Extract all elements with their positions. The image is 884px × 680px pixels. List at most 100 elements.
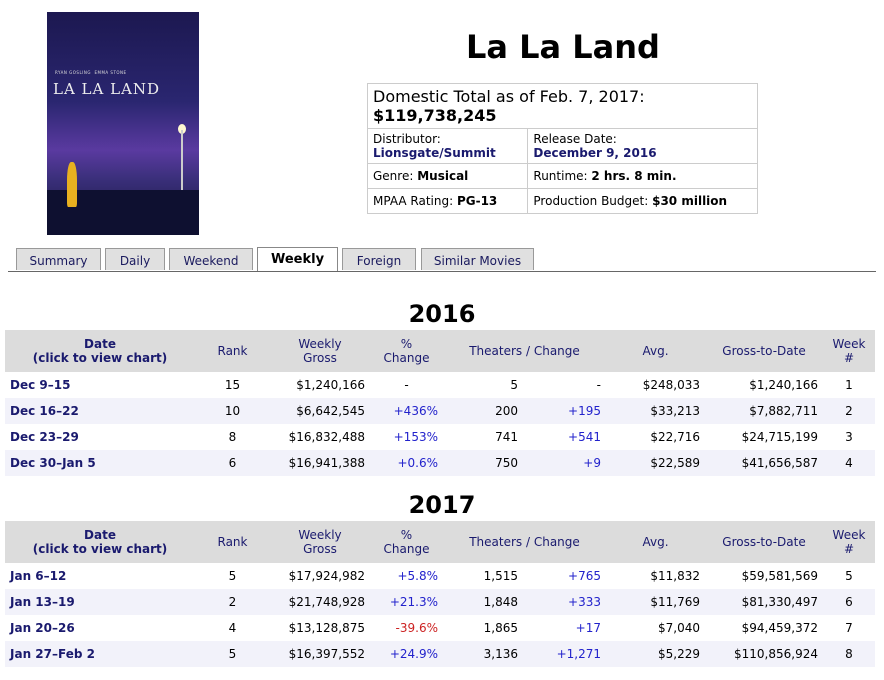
weekly-gross: $16,832,488 (288, 430, 365, 444)
header-avg: Avg. (606, 521, 705, 563)
header-pct-change: % Change (370, 521, 443, 563)
distributor: Distributor: Lionsgate/Summit (366, 128, 529, 164)
tab-bar: Summary Daily Weekend Weekly Foreign Sim… (8, 247, 876, 272)
table-row: Dec 16–22 10 $6,642,545 +436% 200 +195 $33,213… (5, 398, 875, 424)
rank: 6 (195, 450, 270, 476)
theater-change: +9 (523, 450, 606, 476)
date-link[interactable]: Jan 20–26 (10, 621, 75, 635)
header-gross-to-date: Gross-to-Date (705, 330, 823, 372)
release-date-link[interactable]: December 9, 2016 (533, 146, 657, 160)
runtime: Runtime: 2 hrs. 8 min. (527, 163, 758, 189)
weekly-gross: $21,748,928 (270, 589, 370, 615)
theaters: 1,848 (443, 589, 523, 615)
week-number: 5 (845, 569, 853, 583)
avg: $22,716 (650, 430, 700, 444)
theaters: 741 (495, 430, 518, 444)
table-row: Jan 6–12 5 $17,924,982 +5.8% 1,515 +765 $11,83… (5, 563, 875, 589)
gross-to-date: $81,330,497 (705, 589, 823, 615)
weekly-table-2017: Date (click to view chart) Rank Weekly Gross… (5, 521, 875, 667)
theater-change: +17 (575, 621, 601, 635)
header-theaters-change: Theaters / Change (443, 521, 606, 563)
week-number: 4 (823, 450, 875, 476)
table-row: Dec 9–15 15 $1,240,166 - 5 - $248,033 $1,240,16… (5, 372, 875, 398)
tab-weekend[interactable]: Weekend (169, 248, 253, 270)
year-heading-2017: 2017 (408, 491, 476, 519)
header-theaters-change: Theaters / Change (443, 330, 606, 372)
theater-change: +1,271 (523, 641, 606, 667)
poster-actors: RYAN GOSLING EMMA STONE (55, 70, 127, 75)
avg: $11,832 (650, 569, 700, 583)
rank: 5 (195, 641, 270, 667)
tab-summary[interactable]: Summary (16, 248, 101, 270)
date-link[interactable]: Jan 6–12 (10, 569, 67, 583)
avg: $22,589 (606, 450, 705, 476)
table-row: Jan 20–26 4 $13,128,875 -39.6% 1,865 +17 $7,04… (5, 615, 875, 641)
gross-to-date: $59,581,569 (741, 569, 818, 583)
avg: $7,040 (658, 621, 700, 635)
weekly-gross: $1,240,166 (296, 378, 365, 392)
week-number: 3 (845, 430, 853, 444)
theater-change: +541 (568, 430, 601, 444)
date-link[interactable]: Dec 30–Jan 5 (5, 450, 195, 476)
tab-daily[interactable]: Daily (105, 248, 165, 270)
gross-to-date: $94,459,372 (741, 621, 818, 635)
tab-similar-movies[interactable]: Similar Movies (421, 248, 534, 270)
table-row: Jan 13–19 2 $21,748,928 +21.3% 1,848 +333 $11,… (5, 589, 875, 615)
distributor-link[interactable]: Lionsgate/Summit (373, 146, 496, 160)
week-number: 7 (845, 621, 853, 635)
header-rank: Rank (195, 521, 270, 563)
theaters: 200 (443, 398, 523, 424)
theaters: 1,865 (483, 621, 518, 635)
weekly-gross: $6,642,545 (270, 398, 370, 424)
week-number: 1 (845, 378, 853, 392)
pct-change: +21.3% (370, 589, 443, 615)
pct-change: - (404, 378, 409, 392)
date-link[interactable]: Dec 16–22 (5, 398, 195, 424)
rank: 2 (195, 589, 270, 615)
page-title: La La Land (466, 28, 660, 66)
rank: 5 (228, 569, 237, 583)
week-number: 8 (823, 641, 875, 667)
weekly-gross: $16,941,388 (270, 450, 370, 476)
movie-poster: RYAN GOSLING EMMA STONE LA LA LAND (47, 12, 199, 235)
poster-logo: LA LA LAND (53, 80, 161, 98)
gross-to-date: $7,882,711 (705, 398, 823, 424)
pct-change: +0.6% (370, 450, 443, 476)
header-date[interactable]: Date (click to view chart) (5, 330, 195, 372)
avg: $248,033 (642, 378, 700, 392)
header-weekly-gross: Weekly Gross (270, 330, 370, 372)
table-row: Dec 30–Jan 5 6 $16,941,388 +0.6% 750 +9 $22,58… (5, 450, 875, 476)
year-heading-2016: 2016 (408, 300, 476, 328)
pct-change: +24.9% (370, 641, 443, 667)
poster-figure (67, 162, 77, 207)
header-week: Week # (823, 330, 875, 372)
production-budget: Production Budget: $30 million (527, 188, 758, 214)
table-row: Jan 27–Feb 2 5 $16,397,552 +24.9% 3,136 +1,27… (5, 641, 875, 667)
weekly-table-2016: Date (click to view chart) Rank Weekly Gross… (5, 330, 875, 476)
date-link[interactable]: Dec 9–15 (10, 378, 71, 392)
gross-to-date: $1,240,166 (749, 378, 818, 392)
gross-to-date: $24,715,199 (741, 430, 818, 444)
pct-change: -39.6% (395, 621, 438, 635)
header-avg: Avg. (606, 330, 705, 372)
pct-change: +5.8% (397, 569, 438, 583)
avg: $11,769 (606, 589, 705, 615)
theaters: 750 (443, 450, 523, 476)
date-link[interactable]: Jan 13–19 (5, 589, 195, 615)
header-rank: Rank (195, 330, 270, 372)
theater-change: +333 (523, 589, 606, 615)
pct-change: +436% (370, 398, 443, 424)
header-date[interactable]: Date (click to view chart) (5, 521, 195, 563)
movie-info-table: Domestic Total as of Feb. 7, 2017: $119,… (366, 83, 758, 214)
lamp-post (181, 130, 183, 210)
domestic-total: Domestic Total as of Feb. 7, 2017: $119,… (367, 83, 758, 129)
tab-weekly[interactable]: Weekly (257, 247, 338, 271)
theater-change: - (596, 378, 601, 392)
pct-change: +153% (393, 430, 438, 444)
date-link[interactable]: Jan 27–Feb 2 (5, 641, 195, 667)
weekly-gross: $17,924,982 (288, 569, 365, 583)
gross-to-date: $110,856,924 (705, 641, 823, 667)
tab-foreign[interactable]: Foreign (342, 248, 416, 270)
theater-change: +195 (523, 398, 606, 424)
date-link[interactable]: Dec 23–29 (10, 430, 79, 444)
